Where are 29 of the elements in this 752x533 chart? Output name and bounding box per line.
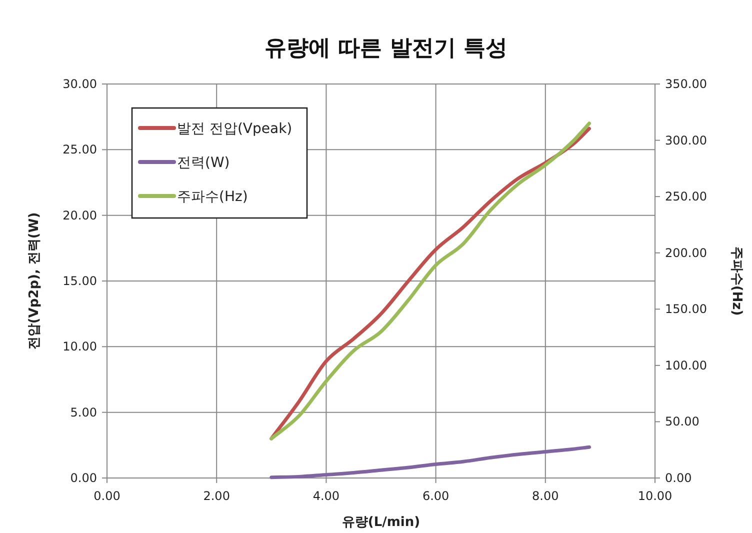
legend-label: 전력(W) [177,155,230,171]
x-tick-label: 4.00 [312,489,340,503]
y-tick-label: 0.00 [70,471,97,485]
y2-tick-label: 50.00 [665,414,700,429]
line-series [270,445,591,480]
y-tick-label: 25.00 [62,142,97,157]
y-tick-label: 15.00 [62,274,97,288]
chart-title: 유량에 따른 발전기 특성 [264,36,508,61]
x-tick-label: 0.00 [94,489,120,503]
legend-label: 발전 전압(Vpeak) [177,121,292,137]
x-tick-label: 6.00 [422,489,450,503]
x-tick-label: 8.00 [532,489,559,503]
y2-tick-label: 200.00 [665,246,707,260]
y2-tick-label: 250.00 [665,190,707,204]
y2-tick-label: 300.00 [665,133,707,148]
x-tick-label: 10.00 [638,489,672,503]
y2-axis-title: 주파수(Hz) [729,246,744,316]
x-axis-title: 유량(L/min) [342,515,420,530]
y-tick-label: 20.00 [62,208,97,222]
y-axis-title: 전압(Vp2p), 전력(W) [27,212,42,350]
y2-tick-label: 100.00 [665,358,707,372]
y2-tick-label: 150.00 [665,302,707,316]
y2-tick-label: 0.00 [665,471,692,485]
x-tick-label: 2.00 [203,489,230,503]
legend-label: 주파수(Hz) [177,189,248,205]
y-tick-label: 30.00 [62,77,97,91]
y-tick-label: 10.00 [62,340,97,354]
y2-tick-label: 350.00 [665,77,707,91]
y-tick-label: 5.00 [70,405,97,420]
